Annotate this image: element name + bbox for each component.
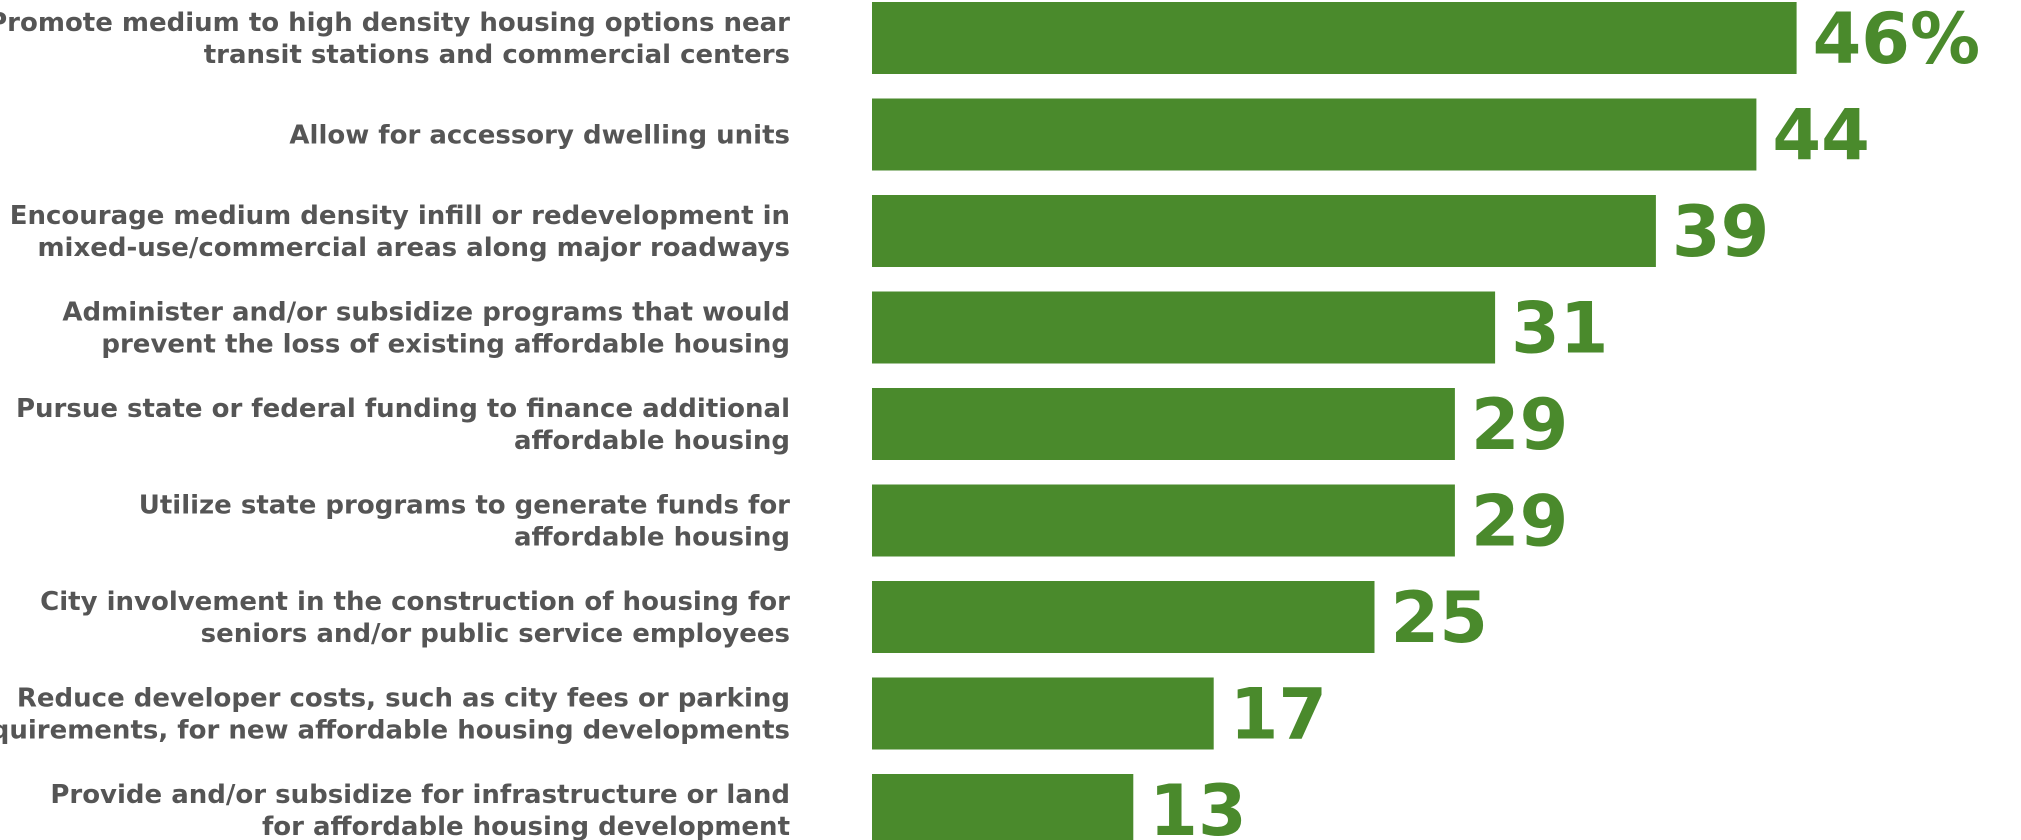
bar-9 bbox=[872, 774, 1134, 840]
category-label-5-line-1: Pursue state or federal funding to finan… bbox=[16, 394, 790, 424]
bar-1 bbox=[872, 2, 1797, 74]
value-label-8: 17 bbox=[1230, 674, 1327, 756]
value-label-3: 39 bbox=[1672, 191, 1769, 273]
value-label-5: 29 bbox=[1471, 384, 1568, 466]
category-label-6-line-2: affordable housing bbox=[514, 523, 790, 553]
category-label-7-line-1: City involvement in the construction of … bbox=[40, 587, 790, 617]
category-label-6-line-1: Utilize state programs to generate funds… bbox=[139, 491, 790, 521]
category-label-5-line-2: affordable housing bbox=[514, 426, 790, 456]
bar-4 bbox=[872, 291, 1496, 364]
value-label-6: 29 bbox=[1471, 481, 1568, 563]
bar-2 bbox=[872, 98, 1757, 171]
category-label-8-line-2: requirements, for new affordable housing… bbox=[0, 716, 790, 746]
category-label-9-line-1: Provide and/or subsidize for infrastruct… bbox=[50, 780, 790, 810]
category-label-4-line-1: Administer and/or subsidize programs tha… bbox=[62, 298, 790, 328]
value-label-1: 46% bbox=[1813, 0, 1981, 80]
value-label-9: 13 bbox=[1149, 770, 1246, 840]
category-label-7-line-2: seniors and/or public service employees bbox=[201, 619, 790, 649]
category-label-3-line-2: mixed-use/commercial areas along major r… bbox=[37, 233, 790, 263]
category-label-9-line-2: for affordable housing development bbox=[262, 812, 790, 840]
value-label-4: 31 bbox=[1511, 288, 1608, 370]
category-label-1-line-2: transit stations and commercial centers bbox=[204, 40, 790, 70]
bar-3 bbox=[872, 195, 1656, 267]
value-label-7: 25 bbox=[1391, 577, 1488, 659]
category-label-8-line-1: Reduce developer costs, such as city fee… bbox=[17, 684, 790, 714]
bar-5 bbox=[872, 388, 1455, 460]
value-label-2: 44 bbox=[1772, 95, 1869, 177]
bars bbox=[872, 2, 1797, 840]
bar-7 bbox=[872, 581, 1375, 653]
category-label-1-line-1: Promote medium to high density housing o… bbox=[0, 8, 790, 38]
bar-6 bbox=[872, 484, 1455, 557]
category-label-4-line-2: prevent the loss of existing affordable … bbox=[101, 330, 790, 360]
category-label-3-line-1: Encourage medium density infill or redev… bbox=[10, 201, 790, 231]
category-labels: Promote medium to high density housing o… bbox=[0, 8, 790, 840]
bar-8 bbox=[872, 677, 1214, 750]
category-label-2-line-1: Allow for accessory dwelling units bbox=[289, 121, 790, 151]
